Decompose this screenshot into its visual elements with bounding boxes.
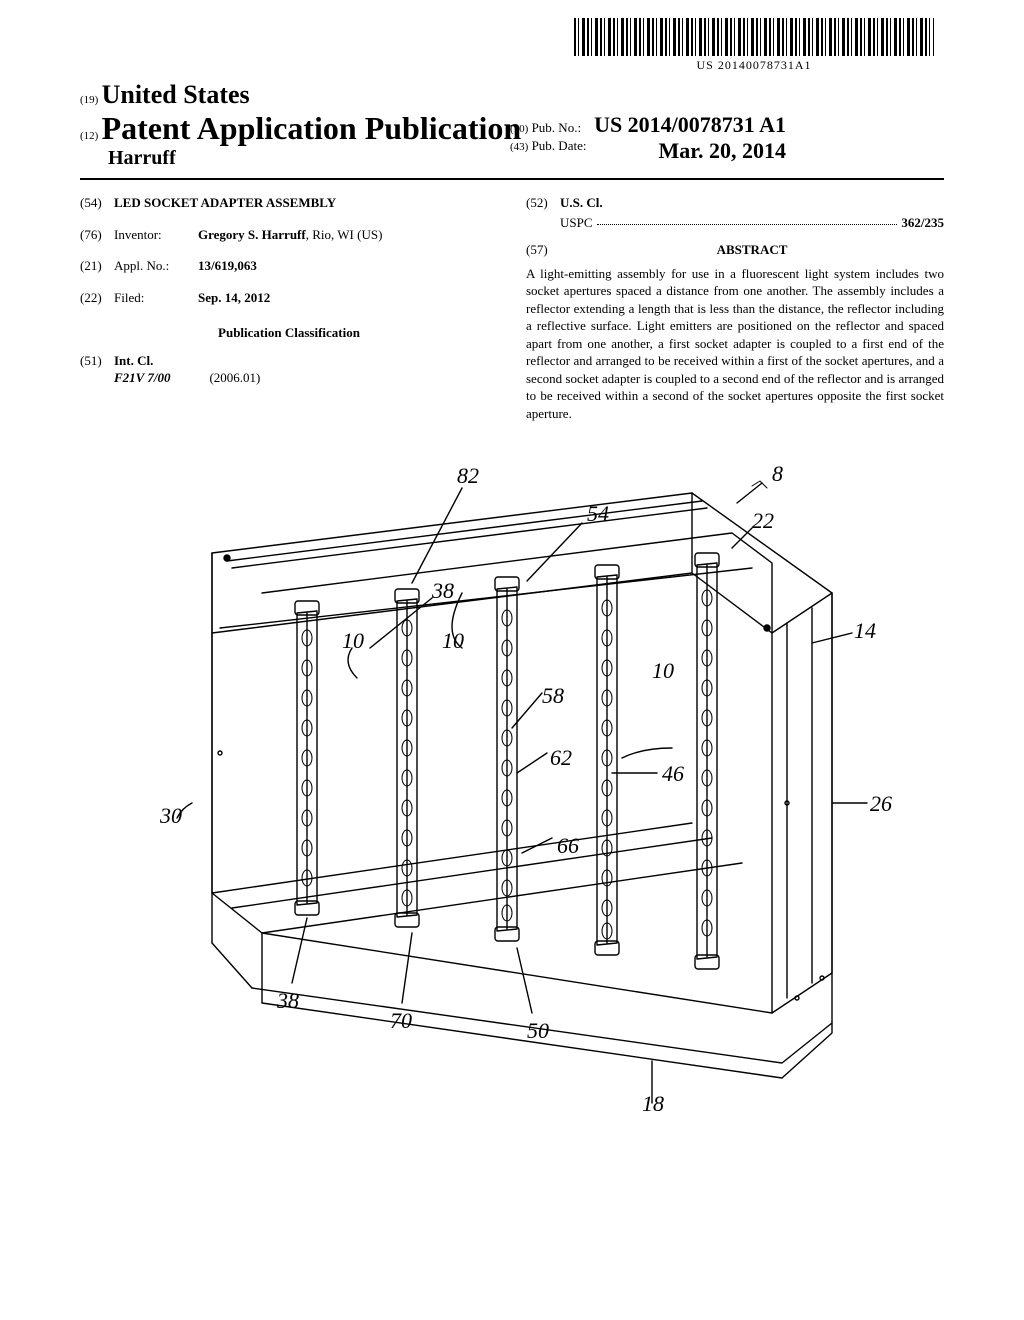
fig-label-26: 26 bbox=[870, 791, 892, 816]
inventor-name: Gregory S. Harruff bbox=[198, 227, 306, 242]
fig-label-8: 8 bbox=[772, 461, 783, 486]
pubno: US 2014/0078731 A1 bbox=[594, 112, 786, 137]
pubdate-code: (43) bbox=[510, 141, 528, 153]
pubno-label: Pub. No.: bbox=[532, 120, 581, 135]
fig-label-22: 22 bbox=[752, 508, 774, 533]
pubdate: Mar. 20, 2014 bbox=[658, 138, 786, 164]
fig-label-18: 18 bbox=[642, 1091, 664, 1113]
abstract-code: (57) bbox=[526, 241, 560, 263]
intcl-code: (51) bbox=[80, 352, 114, 370]
barcode bbox=[574, 18, 934, 56]
inventor-code: (76) bbox=[80, 226, 114, 244]
author: Harruff bbox=[108, 147, 521, 170]
pubclass-heading: Publication Classification bbox=[80, 324, 498, 342]
body-columns: (54) LED SOCKET ADAPTER ASSEMBLY (76) In… bbox=[80, 194, 944, 423]
abstract-heading: ABSTRACT bbox=[560, 241, 944, 259]
invention-title: LED SOCKET ADAPTER ASSEMBLY bbox=[114, 194, 498, 212]
inventor-label: Inventor: bbox=[114, 226, 198, 244]
doc-type: Patent Application Publication bbox=[102, 110, 522, 146]
abstract-text: A light-emitting assembly for use in a f… bbox=[526, 265, 944, 423]
figure-svg: 8 82 54 22 38 10 10 10 14 58 62 46 26 66… bbox=[132, 453, 892, 1113]
header-right: (10) Pub. No.: US 2014/0078731 A1 (43) P… bbox=[510, 112, 786, 164]
inventor-loc: , Rio, WI (US) bbox=[306, 227, 383, 242]
divider bbox=[80, 178, 944, 180]
pubdate-label: Pub. Date: bbox=[532, 138, 587, 153]
filed-label: Filed: bbox=[114, 289, 198, 307]
fig-label-58: 58 bbox=[542, 683, 564, 708]
inventor-value: Gregory S. Harruff, Rio, WI (US) bbox=[198, 226, 498, 244]
fig-label-30: 30 bbox=[159, 803, 182, 828]
uscl-code: (52) bbox=[526, 194, 560, 212]
intcl-label: Int. Cl. bbox=[114, 353, 153, 368]
filed-date: Sep. 14, 2012 bbox=[198, 290, 270, 305]
appl-label: Appl. No.: bbox=[114, 257, 198, 275]
fig-label-50: 50 bbox=[527, 1018, 549, 1043]
title-code: (54) bbox=[80, 194, 114, 212]
appl-no: 13/619,063 bbox=[198, 258, 257, 273]
country: United States bbox=[102, 80, 250, 109]
fig-label-66: 66 bbox=[557, 833, 579, 858]
appl-code: (21) bbox=[80, 257, 114, 275]
fig-label-10c: 10 bbox=[652, 658, 674, 683]
uscl-label: U.S. Cl. bbox=[560, 195, 603, 210]
barcode-block: US 20140078731A1 bbox=[574, 18, 934, 73]
intcl-version: (2006.01) bbox=[209, 370, 260, 385]
uspc-label: USPC bbox=[560, 214, 593, 232]
barcode-number: US 20140078731A1 bbox=[574, 58, 934, 73]
filed-code: (22) bbox=[80, 289, 114, 307]
fig-label-38a: 38 bbox=[431, 578, 454, 603]
fig-label-62: 62 bbox=[550, 745, 572, 770]
fig-label-54: 54 bbox=[587, 501, 609, 526]
fig-label-70: 70 bbox=[390, 1008, 412, 1033]
fig-label-38b: 38 bbox=[276, 988, 299, 1013]
fig-label-82: 82 bbox=[457, 463, 479, 488]
patent-figure: 8 82 54 22 38 10 10 10 14 58 62 46 26 66… bbox=[80, 453, 944, 1117]
country-code: (19) bbox=[80, 94, 98, 106]
fig-label-10a: 10 bbox=[342, 628, 364, 653]
uspc-value: 362/235 bbox=[901, 214, 944, 232]
fig-label-46: 46 bbox=[662, 761, 684, 786]
left-column: (54) LED SOCKET ADAPTER ASSEMBLY (76) In… bbox=[80, 194, 498, 423]
dot-leader bbox=[597, 214, 898, 225]
right-column: (52) U.S. Cl. USPC 362/235 (57) ABSTRACT… bbox=[526, 194, 944, 423]
header: (19) United States (12) Patent Applicati… bbox=[80, 80, 944, 170]
doc-code: (12) bbox=[80, 130, 98, 142]
intcl-value: F21V 7/00 bbox=[114, 370, 170, 385]
fig-label-10b: 10 bbox=[442, 628, 464, 653]
fig-label-14: 14 bbox=[854, 618, 876, 643]
pubno-code: (10) bbox=[510, 123, 528, 135]
